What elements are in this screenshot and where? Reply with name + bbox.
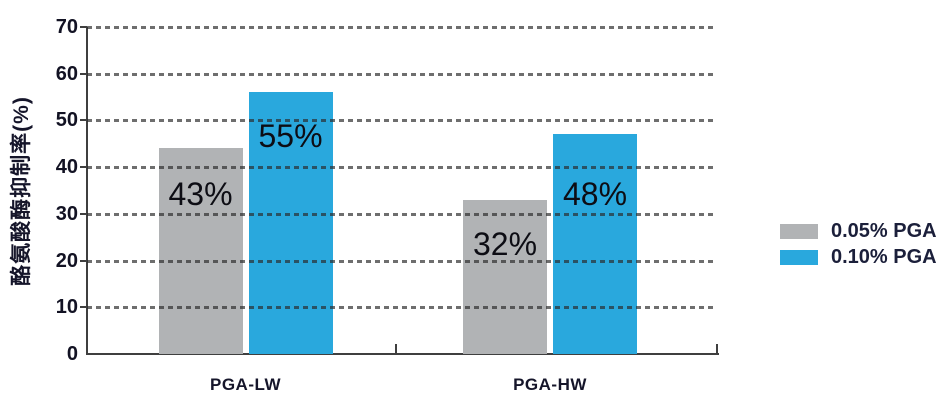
bar-PGA-HW-0.05PGA <box>463 199 547 354</box>
gridline-20 <box>87 259 715 263</box>
y-tick-label: 10 <box>55 296 78 319</box>
legend-row: 0.10% PGA <box>780 244 937 270</box>
y-tick-label: 30 <box>55 202 78 225</box>
legend-label: 0.05% PGA <box>831 219 937 242</box>
y-tick-label: 50 <box>55 109 78 132</box>
y-tick-label: 70 <box>55 16 78 38</box>
bar-value-label: 48% <box>562 176 628 213</box>
gridline-10 <box>87 306 715 310</box>
bar-value-label: 43% <box>168 176 233 213</box>
y-tick-mark <box>80 119 87 122</box>
y-tick-label: 60 <box>55 62 78 85</box>
y-tick-label: 20 <box>55 249 78 272</box>
y-tick-mark <box>80 72 87 75</box>
y-axis-line <box>86 27 88 355</box>
x-tick-mark <box>395 344 397 353</box>
y-tick-mark <box>80 212 87 215</box>
legend-row: 0.05% PGA <box>780 218 937 244</box>
bar-value-label: 32% <box>472 225 538 262</box>
bar-PGA-LW-0.05PGA <box>158 148 243 354</box>
y-tick-mark <box>80 259 87 262</box>
gridline-50 <box>87 119 715 123</box>
x-category-label-PGA-LW: PGA-LW <box>210 375 281 394</box>
legend: 0.05% PGA 0.10% PGA <box>780 218 937 270</box>
gridline-60 <box>87 72 715 76</box>
y-tick-label: 0 <box>66 343 78 365</box>
y-tick-mark <box>80 166 87 169</box>
legend-swatch <box>780 249 818 265</box>
legend-swatch <box>780 223 818 239</box>
gridline-70 <box>87 26 715 29</box>
bar-PGA-LW-0.10PGA <box>248 92 333 354</box>
y-tick-mark <box>80 306 87 309</box>
gridline-30 <box>87 212 715 216</box>
bar-PGA-HW-0.10PGA <box>553 134 637 354</box>
legend-label: 0.10% PGA <box>831 245 937 268</box>
x-axis-line <box>86 353 719 355</box>
x-tick-mark <box>716 344 718 353</box>
gridline-40 <box>87 166 715 170</box>
x-category-label-PGA-HW: PGA-HW <box>513 375 587 394</box>
bar-value-label: 55% <box>258 118 323 155</box>
y-tick-label: 40 <box>55 156 78 179</box>
y-tick-mark <box>80 26 87 28</box>
